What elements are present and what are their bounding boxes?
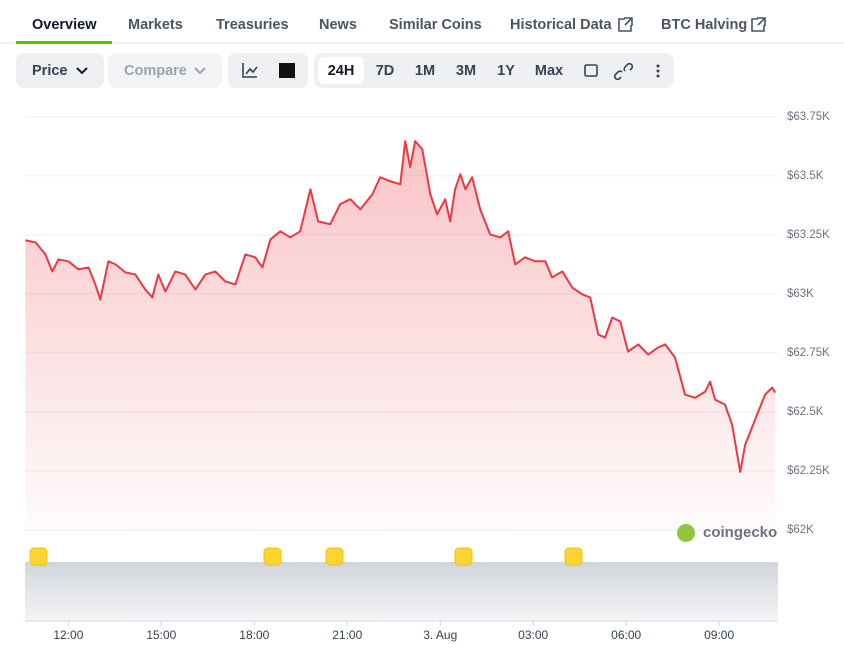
range-button[interactable]: 1M	[415, 63, 435, 79]
event-marker[interactable]	[263, 547, 282, 566]
range-button[interactable]: 3M	[456, 63, 476, 79]
tab[interactable]: Similar Coins	[389, 17, 482, 33]
event-markers	[29, 547, 583, 566]
range-button[interactable]: Max	[535, 63, 563, 79]
event-marker[interactable]	[454, 547, 473, 566]
y-tick-label: $63.75K	[787, 111, 830, 123]
chevron	[194, 67, 206, 75]
chart-type-group	[228, 53, 308, 88]
compare-select[interactable]	[108, 53, 222, 88]
x-tick-label: 21:00	[332, 628, 362, 642]
range-button[interactable]: 7D	[376, 63, 395, 79]
link-icon[interactable]	[613, 62, 634, 81]
x-tick-label: 09:00	[704, 628, 734, 642]
compare-label: Compare	[124, 63, 187, 79]
line-icon[interactable]	[242, 63, 258, 78]
price-select[interactable]	[16, 53, 104, 88]
range-button[interactable]: 24H	[328, 63, 355, 79]
toolbar: Price Compare 24H 7D 1M 3M 1Y Max	[16, 53, 674, 88]
watermark: coingecko	[703, 524, 777, 541]
chevron	[76, 67, 88, 75]
tabs: Overview Markets Treasuries News Similar…	[0, 17, 844, 44]
tab[interactable]: Historical Data	[510, 17, 612, 33]
active-tab-indicator	[16, 41, 112, 44]
y-tick-label: $63.25K	[787, 229, 830, 241]
y-tick-label: $63K	[787, 288, 814, 300]
area	[25, 141, 776, 530]
y-tick-label: $62.75K	[787, 347, 830, 359]
watermark-logo	[677, 524, 695, 542]
y-tick-label: $62.25K	[787, 465, 830, 477]
tab[interactable]: BTC Halving	[661, 17, 747, 33]
external-icons	[618, 17, 766, 32]
x-tick-label: 3. Aug	[423, 628, 457, 642]
tradingview-icon[interactable]	[279, 63, 295, 78]
tab[interactable]: News	[319, 17, 357, 33]
range-group	[314, 53, 674, 88]
price-line	[25, 140, 777, 473]
event-marker[interactable]	[564, 547, 583, 566]
tab[interactable]: Markets	[128, 17, 183, 33]
tool-icons	[584, 62, 634, 81]
more-icon[interactable]	[656, 64, 660, 78]
x-tick-label: 15:00	[146, 628, 176, 642]
x-tick-label: 12:00	[53, 628, 83, 642]
y-tick-label: $63.5K	[787, 170, 824, 182]
calendar-icon[interactable]	[584, 64, 598, 77]
tab[interactable]: Treasuries	[216, 17, 289, 33]
range-button[interactable]: 1Y	[497, 63, 515, 79]
y-tick-label: $62K	[787, 524, 814, 536]
ranges: 24H 7D 1M 3M 1Y Max	[328, 63, 563, 79]
event-marker[interactable]	[325, 547, 344, 566]
volume-strip	[25, 562, 778, 620]
y-tick-label: $62.5K	[787, 406, 824, 418]
x-tick-label: 03:00	[518, 628, 548, 642]
chart: $62K $62.25K $62.5K $62.75K $63K $63.25K $63.5…	[25, 111, 830, 642]
price-label: Price	[32, 63, 67, 79]
tab[interactable]: Overview	[32, 17, 97, 33]
active-range	[318, 57, 364, 84]
x-tick-label: 06:00	[611, 628, 641, 642]
x-tick-label: 18:00	[239, 628, 269, 642]
event-marker[interactable]	[29, 547, 48, 566]
